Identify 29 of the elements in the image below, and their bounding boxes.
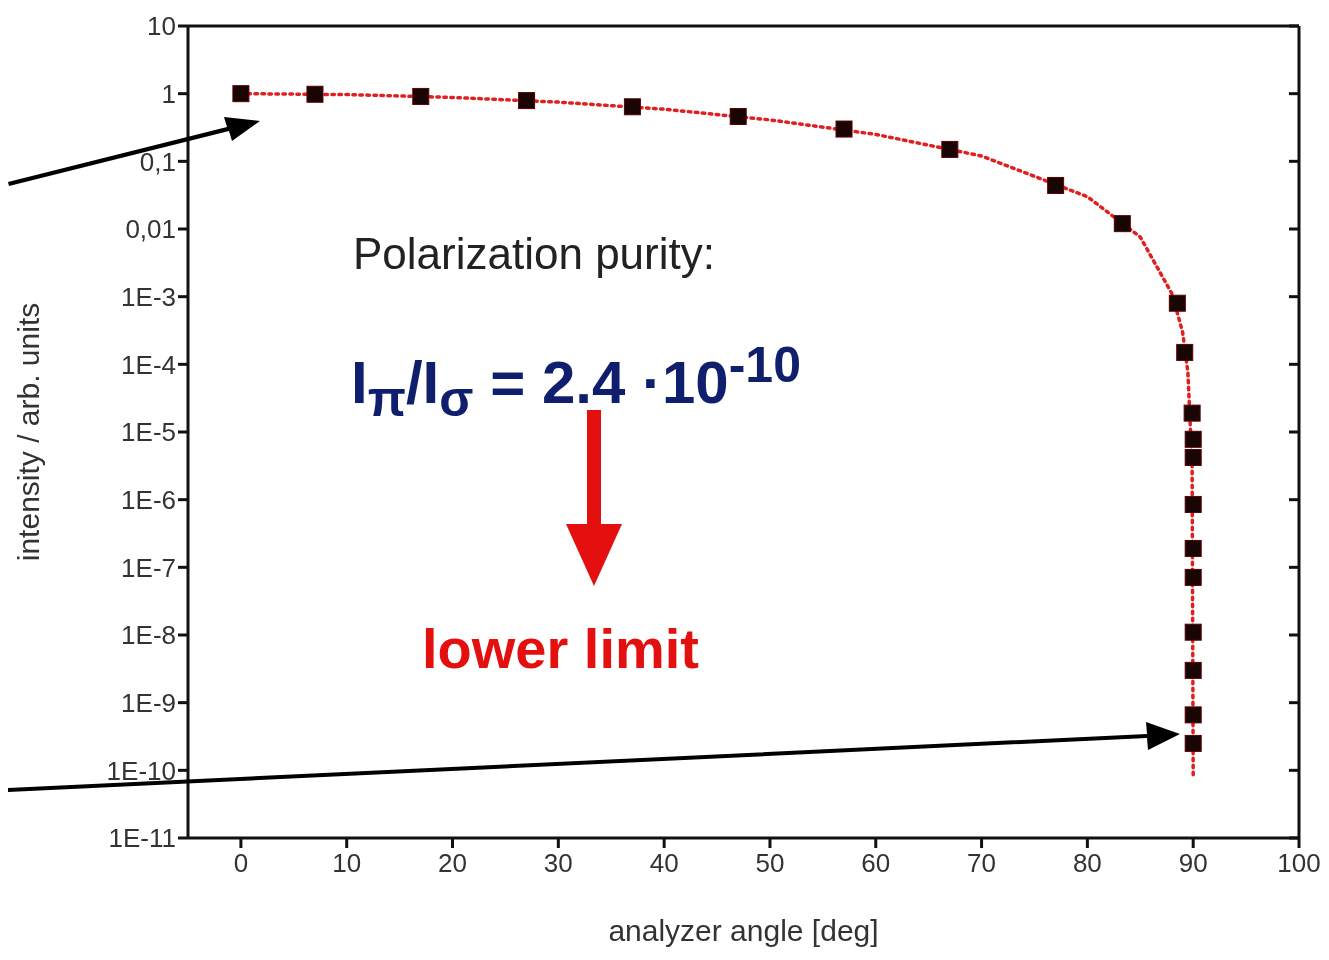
y-tick-label: 1E-10 [106, 755, 176, 786]
x-tick-label: 0 [233, 848, 249, 878]
x-tick-label: 40 [649, 848, 679, 878]
annotation: lower limit [422, 617, 699, 680]
x-tick-label: 80 [1072, 848, 1102, 878]
y-tick-label: 0,01 [125, 214, 176, 245]
annotation: I$_{π}$/I$_{σ}$ = 2.4 ·10$^{-10}$ [351, 337, 801, 427]
y-tick-label: 1E-9 [121, 687, 176, 718]
y-tick-label: 1E-3 [121, 281, 176, 312]
y-tick-label: 0,1 [139, 146, 176, 177]
x-axis-title: analyzer angle [deg] [608, 914, 879, 947]
x-tick-label: 10 [332, 848, 362, 878]
y-tick-label: 1E-4 [121, 349, 176, 380]
y-tick-label: 1 [161, 78, 176, 109]
y-tick-label: 1E-8 [121, 620, 176, 651]
x-tick-label: 90 [1178, 848, 1208, 878]
annotation: Polarization purity: [353, 229, 715, 279]
y-tick-label: 1E-5 [121, 417, 176, 448]
x-tick-label: 60 [861, 848, 891, 878]
x-tick-label: 100 [1277, 848, 1321, 878]
y-tick-label: 1E-11 [108, 823, 176, 854]
x-tick-label: 70 [967, 848, 997, 878]
y-tick-label: 1E-7 [121, 552, 176, 583]
y-tick-label: 10 [147, 11, 176, 42]
x-tick-label: 20 [438, 848, 467, 878]
x-tick-label: 50 [755, 848, 785, 878]
y-tick-label: 1E-6 [121, 484, 176, 515]
y-axis-title: intensity / arb. units [11, 302, 45, 562]
x-tick-label: 30 [543, 848, 573, 878]
